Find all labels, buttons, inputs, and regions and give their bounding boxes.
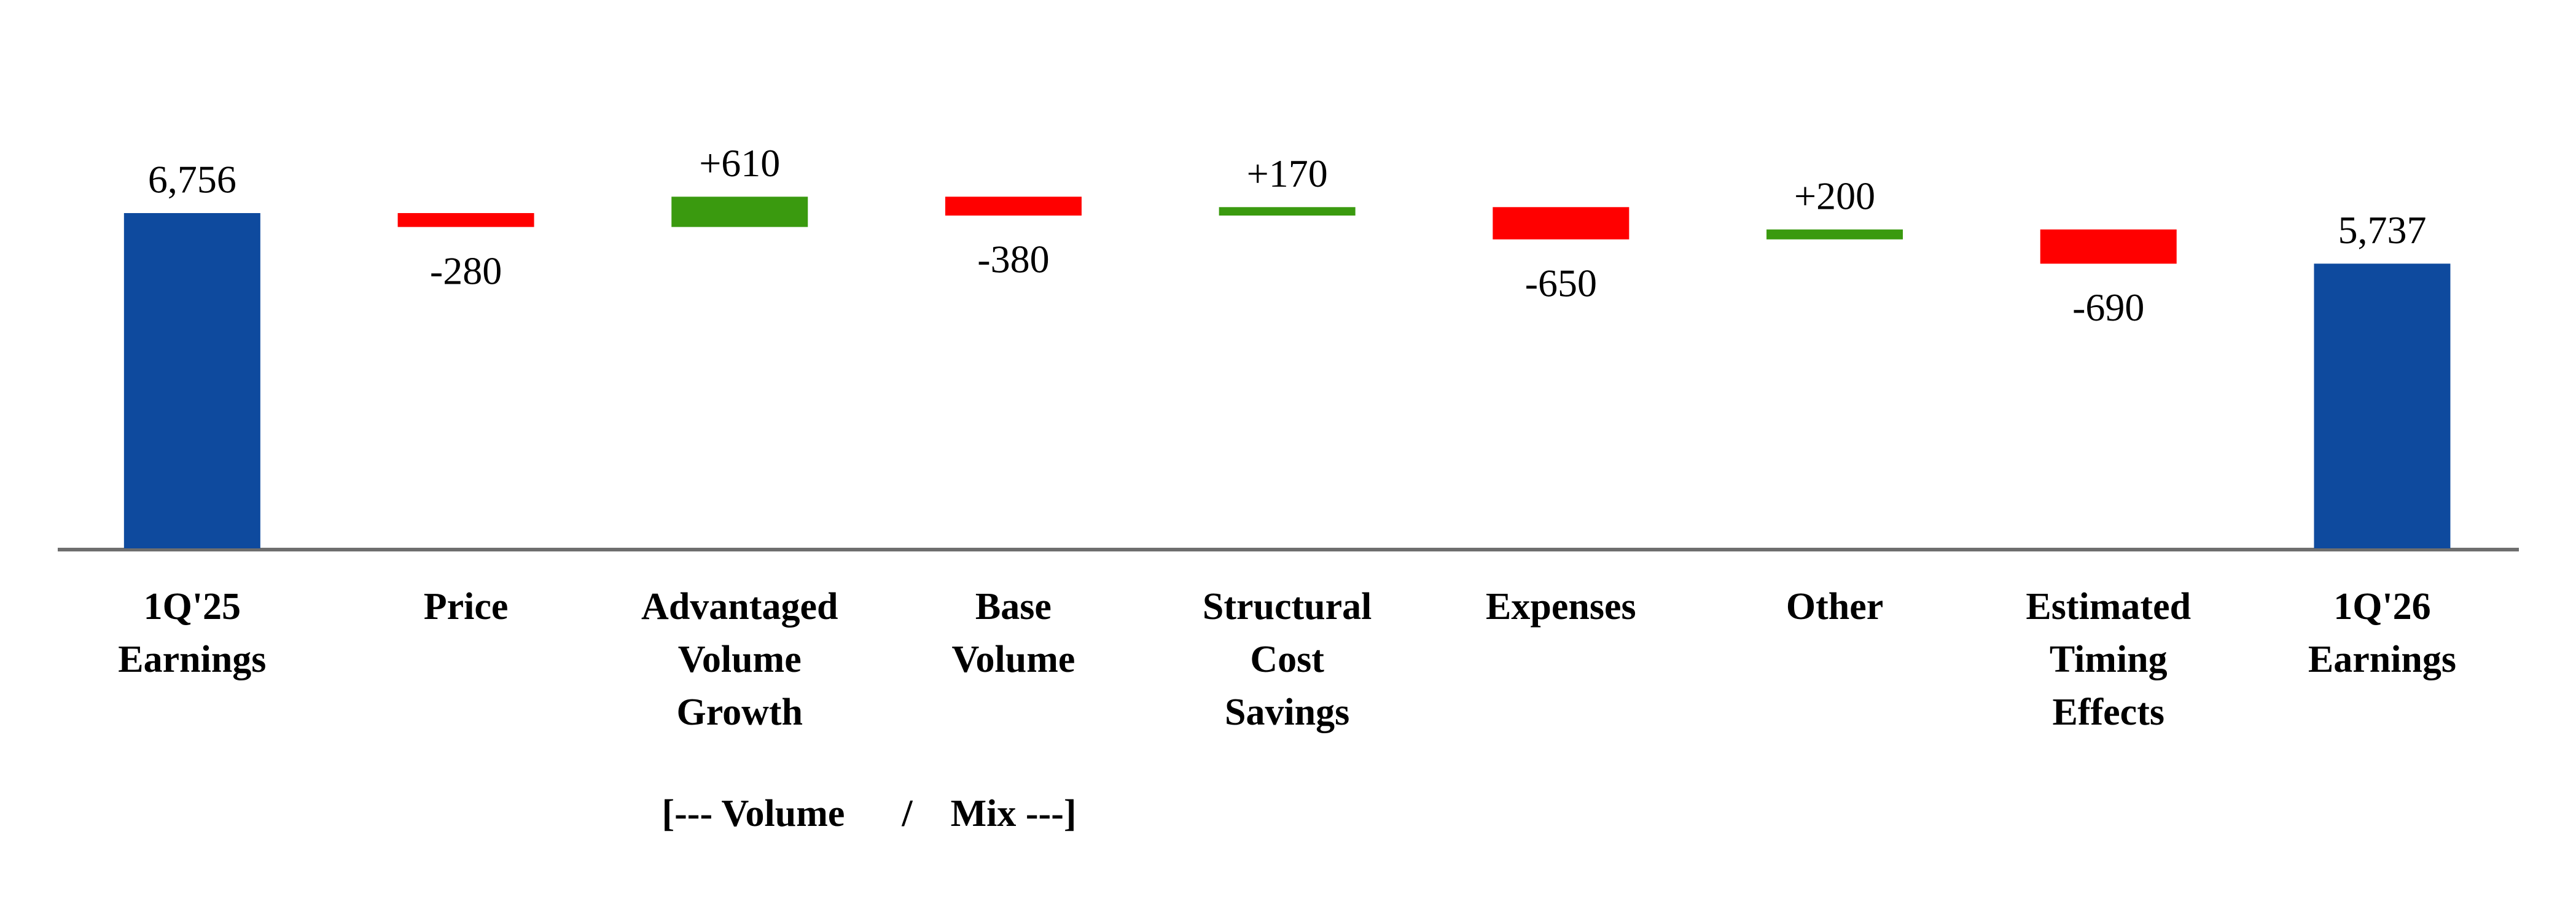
value-label: +170 — [1247, 152, 1328, 195]
category-label: Base Volume — [951, 586, 1075, 680]
category-label: Expenses — [1486, 586, 1636, 628]
category-label: Price — [423, 586, 509, 628]
bar — [123, 212, 260, 548]
bar — [671, 197, 808, 227]
category-label: 1Q'26 Earnings — [2308, 586, 2457, 680]
category-label: Estimated Timing Effects — [2026, 586, 2192, 733]
bar — [1493, 207, 1630, 239]
bar — [397, 212, 534, 227]
category-label: Other — [1786, 586, 1884, 628]
bar — [1219, 207, 1356, 216]
bar — [1766, 229, 1903, 239]
bar — [945, 197, 1082, 216]
category-label: Structural Cost Savings — [1202, 586, 1372, 733]
bar — [2314, 263, 2451, 548]
value-label: -380 — [977, 238, 1049, 281]
value-label: -280 — [430, 249, 502, 292]
value-label: 6,756 — [148, 158, 236, 201]
value-label: +610 — [699, 141, 780, 185]
value-label: -650 — [1525, 262, 1597, 305]
annotation: [--- Volume / Mix ---] — [662, 793, 1077, 835]
category-label: Advantaged Volume Growth — [641, 586, 838, 733]
category-label: 1Q'25 Earnings — [118, 586, 267, 680]
value-label: 5,737 — [2338, 208, 2426, 252]
bar — [2040, 229, 2177, 264]
value-label: +200 — [1794, 174, 1875, 217]
value-label: -690 — [2072, 286, 2144, 329]
